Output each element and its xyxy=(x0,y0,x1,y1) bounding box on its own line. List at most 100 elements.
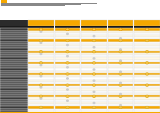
FancyBboxPatch shape xyxy=(134,106,160,109)
Circle shape xyxy=(40,40,42,42)
Circle shape xyxy=(66,73,69,75)
FancyBboxPatch shape xyxy=(0,80,28,82)
Circle shape xyxy=(120,52,121,53)
FancyBboxPatch shape xyxy=(134,36,160,38)
Circle shape xyxy=(93,96,95,97)
FancyBboxPatch shape xyxy=(134,45,160,47)
FancyBboxPatch shape xyxy=(134,84,160,86)
FancyBboxPatch shape xyxy=(81,47,107,49)
FancyBboxPatch shape xyxy=(0,62,28,64)
FancyBboxPatch shape xyxy=(108,64,133,67)
FancyBboxPatch shape xyxy=(81,100,107,102)
FancyBboxPatch shape xyxy=(134,58,160,60)
Circle shape xyxy=(119,85,122,86)
FancyBboxPatch shape xyxy=(108,53,133,56)
FancyBboxPatch shape xyxy=(55,27,80,29)
FancyBboxPatch shape xyxy=(81,75,107,78)
FancyBboxPatch shape xyxy=(28,73,54,75)
Circle shape xyxy=(119,29,122,31)
FancyBboxPatch shape xyxy=(55,29,80,31)
FancyBboxPatch shape xyxy=(28,33,54,36)
FancyBboxPatch shape xyxy=(28,47,54,49)
FancyBboxPatch shape xyxy=(0,73,28,75)
FancyBboxPatch shape xyxy=(134,111,160,113)
FancyBboxPatch shape xyxy=(81,29,107,31)
FancyBboxPatch shape xyxy=(55,71,80,73)
FancyBboxPatch shape xyxy=(28,100,54,102)
Circle shape xyxy=(40,32,42,33)
FancyBboxPatch shape xyxy=(108,84,133,86)
Circle shape xyxy=(40,73,42,75)
FancyBboxPatch shape xyxy=(108,78,133,80)
Circle shape xyxy=(93,73,95,75)
Circle shape xyxy=(66,29,69,31)
FancyBboxPatch shape xyxy=(28,53,54,56)
FancyBboxPatch shape xyxy=(55,80,80,82)
Circle shape xyxy=(120,30,121,31)
FancyBboxPatch shape xyxy=(134,71,160,73)
FancyBboxPatch shape xyxy=(55,109,80,111)
Circle shape xyxy=(146,74,148,75)
FancyBboxPatch shape xyxy=(108,27,133,29)
FancyBboxPatch shape xyxy=(81,73,107,75)
Circle shape xyxy=(93,52,95,53)
FancyBboxPatch shape xyxy=(81,69,107,71)
FancyBboxPatch shape xyxy=(0,102,28,104)
Circle shape xyxy=(146,41,148,42)
Circle shape xyxy=(120,96,121,97)
Circle shape xyxy=(67,34,68,35)
FancyBboxPatch shape xyxy=(0,100,28,102)
Circle shape xyxy=(67,63,68,64)
FancyBboxPatch shape xyxy=(81,31,107,33)
FancyBboxPatch shape xyxy=(28,58,54,60)
FancyBboxPatch shape xyxy=(0,111,28,113)
FancyBboxPatch shape xyxy=(108,93,133,95)
Circle shape xyxy=(93,30,95,31)
FancyBboxPatch shape xyxy=(55,31,80,33)
FancyBboxPatch shape xyxy=(81,45,107,47)
FancyBboxPatch shape xyxy=(0,0,160,20)
Circle shape xyxy=(146,107,148,108)
Circle shape xyxy=(93,80,95,81)
Circle shape xyxy=(93,36,95,37)
FancyBboxPatch shape xyxy=(55,49,80,51)
Circle shape xyxy=(40,51,42,53)
FancyBboxPatch shape xyxy=(28,29,54,31)
Circle shape xyxy=(93,29,95,31)
Circle shape xyxy=(67,56,68,57)
Circle shape xyxy=(93,107,95,108)
FancyBboxPatch shape xyxy=(55,47,80,49)
FancyBboxPatch shape xyxy=(134,42,160,45)
FancyBboxPatch shape xyxy=(1,1,7,5)
Circle shape xyxy=(40,62,42,64)
FancyBboxPatch shape xyxy=(28,111,54,113)
FancyBboxPatch shape xyxy=(55,73,80,75)
Circle shape xyxy=(119,62,122,64)
FancyBboxPatch shape xyxy=(108,29,133,31)
Circle shape xyxy=(40,74,42,75)
FancyBboxPatch shape xyxy=(55,40,80,42)
FancyBboxPatch shape xyxy=(28,91,54,93)
FancyBboxPatch shape xyxy=(55,95,80,98)
Circle shape xyxy=(93,102,95,104)
FancyBboxPatch shape xyxy=(108,31,133,33)
FancyBboxPatch shape xyxy=(134,60,160,62)
FancyBboxPatch shape xyxy=(108,73,133,75)
FancyBboxPatch shape xyxy=(134,47,160,49)
Circle shape xyxy=(66,85,69,86)
FancyBboxPatch shape xyxy=(108,104,133,106)
FancyBboxPatch shape xyxy=(0,31,28,33)
FancyBboxPatch shape xyxy=(108,82,133,84)
Circle shape xyxy=(67,41,68,42)
Circle shape xyxy=(119,107,122,108)
FancyBboxPatch shape xyxy=(134,91,160,93)
FancyBboxPatch shape xyxy=(134,98,160,100)
FancyBboxPatch shape xyxy=(134,69,160,71)
Circle shape xyxy=(93,47,95,48)
FancyBboxPatch shape xyxy=(55,100,80,102)
Circle shape xyxy=(119,96,122,97)
Circle shape xyxy=(93,63,95,64)
FancyBboxPatch shape xyxy=(81,104,107,106)
FancyBboxPatch shape xyxy=(81,80,107,82)
FancyBboxPatch shape xyxy=(0,109,28,111)
